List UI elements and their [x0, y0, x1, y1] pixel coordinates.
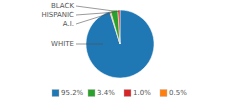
leader-line — [76, 6, 119, 12]
legend-swatch — [88, 90, 95, 97]
legend-label: 0.5% — [169, 89, 187, 97]
legend-swatch — [52, 90, 59, 97]
leader-line — [76, 12, 115, 15]
slice-label: A.I. — [63, 20, 74, 28]
legend-swatch — [124, 90, 131, 97]
slice-label: WHITE — [51, 40, 74, 48]
legend-label: 95.2% — [61, 89, 84, 97]
pie-slice — [111, 10, 120, 44]
chart: WHITE A.I.HISPANICBLACK 95.2% 3.4% 1.0% 0.5% — [0, 0, 240, 100]
legend-label: 3.4% — [97, 89, 115, 97]
slice-labels: WHITE A.I.HISPANICBLACK — [41, 2, 119, 48]
legend-swatch — [160, 90, 167, 97]
slice-label: HISPANIC — [41, 11, 74, 19]
pie-slice — [118, 10, 120, 44]
legend-label: 1.0% — [133, 89, 151, 97]
leader-line — [76, 44, 103, 45]
slice-label: BLACK — [51, 2, 74, 10]
legend: 95.2% 3.4% 1.0% 0.5% — [52, 89, 187, 97]
